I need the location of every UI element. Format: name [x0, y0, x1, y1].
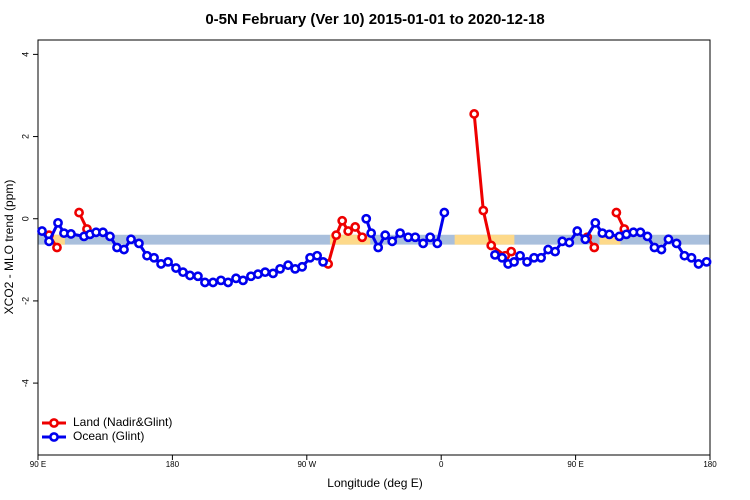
data-point [425, 232, 436, 243]
data-point [604, 229, 615, 240]
data-point [410, 232, 421, 243]
data-point [66, 229, 76, 239]
land-band [599, 234, 621, 245]
data-point [52, 242, 62, 253]
y-axis-label: XCO2 - MLO trend (ppm) [2, 180, 16, 315]
data-point [611, 207, 622, 218]
data-point [238, 275, 248, 286]
data-point [149, 252, 159, 263]
data-point [550, 246, 561, 257]
data-point [200, 277, 210, 288]
y-tick-label: -4 [20, 379, 30, 387]
data-point [37, 226, 47, 236]
data-point [701, 256, 712, 267]
land-band [45, 234, 65, 245]
y-tick-label: -2 [20, 297, 30, 305]
data-point [387, 236, 398, 247]
data-point [275, 263, 285, 274]
data-point [223, 277, 234, 288]
legend-marker [49, 432, 59, 442]
data-point [373, 242, 384, 253]
data-point [171, 263, 181, 273]
x-axis-label: Longitude (deg E) [327, 476, 422, 490]
data-point [74, 207, 84, 218]
data-point [663, 234, 674, 245]
data-point [119, 244, 129, 255]
data-point [671, 238, 682, 249]
data-point [642, 231, 653, 242]
data-point [432, 238, 443, 249]
data-point [589, 242, 600, 253]
land-band [454, 234, 515, 245]
data-point [572, 226, 583, 236]
data-point [357, 232, 368, 243]
y-tick-label: 4 [20, 52, 30, 57]
x-tick-label: 90 E [567, 460, 583, 469]
data-point [418, 238, 429, 249]
data-point [98, 227, 108, 238]
data-point [312, 250, 323, 261]
data-point [44, 236, 54, 247]
data-point [522, 256, 532, 267]
data-point [163, 256, 173, 267]
data-point [564, 237, 575, 248]
data-point [469, 109, 480, 119]
legend-label: Ocean (Glint) [73, 429, 144, 443]
data-point [580, 234, 591, 245]
data-point [350, 222, 361, 232]
data-point [693, 259, 704, 269]
data-point [380, 230, 391, 241]
data-point [509, 256, 519, 267]
data-point [185, 270, 195, 281]
y-tick-label: 0 [20, 216, 30, 221]
data-point [515, 250, 525, 261]
data-point [497, 252, 508, 263]
data-point [635, 227, 646, 238]
y-tick-label: 2 [20, 134, 30, 139]
data-point [193, 271, 203, 282]
data-point [439, 207, 450, 218]
x-tick-label: 90 W [297, 460, 316, 469]
data-point [134, 238, 144, 249]
data-point [260, 267, 271, 278]
data-point [337, 215, 348, 226]
data-point [268, 268, 278, 279]
data-point [361, 213, 372, 224]
data-point [478, 205, 489, 216]
x-tick-label: 180 [703, 460, 717, 469]
data-point [105, 231, 115, 242]
data-point [343, 226, 354, 236]
x-tick-label: 180 [166, 460, 180, 469]
data-point [126, 234, 136, 245]
data-point [331, 230, 342, 241]
data-point [590, 217, 601, 228]
data-point [53, 217, 63, 228]
data-point [686, 252, 697, 263]
x-tick-label: 90 E [30, 460, 46, 469]
data-point [297, 261, 308, 272]
data-point [208, 277, 218, 288]
legend-label: Land (Nadir&Glint) [73, 415, 172, 429]
chart-title: 0-5N February (Ver 10) 2015-01-01 to 202… [205, 11, 544, 28]
legend-marker [49, 418, 59, 428]
data-point [656, 244, 667, 255]
data-point [318, 256, 328, 267]
land-band [329, 234, 371, 245]
plot-frame [37, 39, 711, 456]
data-point [366, 228, 377, 239]
data-point [395, 228, 406, 239]
data-point [486, 240, 497, 251]
x-tick-label: 0 [439, 460, 444, 469]
data-point [536, 252, 547, 263]
data-point [506, 246, 517, 257]
data-point [283, 260, 294, 271]
